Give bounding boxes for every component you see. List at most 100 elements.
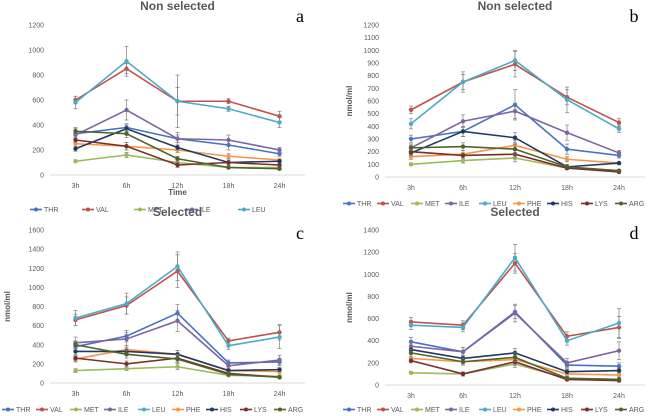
- data-point: [73, 368, 78, 373]
- data-point: [564, 376, 570, 381]
- data-point: [460, 349, 466, 354]
- data-point: [226, 137, 231, 143]
- x-tick-label: 18h: [223, 391, 235, 398]
- legend-swatch-marker: [517, 201, 521, 206]
- y-tick-label: 400: [367, 124, 379, 131]
- legend-swatch-marker: [381, 201, 385, 206]
- data-point: [564, 338, 570, 343]
- legend-swatch-marker: [142, 407, 146, 412]
- y-axis-label: nmol/ml: [345, 292, 354, 323]
- x-tick-label: 3h: [72, 391, 80, 398]
- y-tick-label: 700: [367, 86, 379, 93]
- data-point: [616, 363, 622, 369]
- x-tick-label: 6h: [459, 185, 467, 192]
- legend-swatch-marker: [585, 407, 589, 412]
- legend-swatch-marker: [210, 407, 214, 412]
- data-point: [124, 336, 129, 342]
- legend-swatch-marker: [483, 201, 487, 206]
- data-point: [408, 145, 414, 151]
- data-point: [460, 144, 466, 149]
- data-point: [73, 349, 78, 354]
- data-point: [460, 129, 466, 134]
- x-axis-label: Time: [168, 0, 187, 2]
- legend-swatch-marker: [449, 407, 453, 412]
- y-tick-label: 400: [32, 123, 44, 130]
- data-point: [277, 120, 282, 125]
- legend-swatch-marker: [483, 407, 487, 412]
- data-point: [512, 255, 518, 260]
- data-point: [408, 358, 414, 363]
- y-axis-label: nmol/ml: [3, 291, 12, 322]
- legend-swatch-marker: [40, 407, 44, 412]
- data-point: [512, 310, 518, 316]
- panel-letter: d: [630, 223, 639, 243]
- data-point: [616, 368, 622, 373]
- legend-label: LEU: [152, 407, 166, 414]
- x-tick-label: 24h: [613, 393, 625, 400]
- data-point: [175, 156, 180, 161]
- data-point: [564, 360, 570, 366]
- x-tick-label: 18h: [223, 183, 235, 190]
- data-point: [73, 129, 78, 134]
- data-point: [460, 359, 466, 364]
- legend-swatch-marker: [74, 407, 78, 412]
- legend-label: ILE: [459, 201, 470, 208]
- data-point: [460, 79, 466, 85]
- data-point: [277, 162, 282, 168]
- data-point: [460, 371, 466, 377]
- data-point: [408, 323, 414, 328]
- y-tick-label: 200: [367, 149, 379, 156]
- series-line: [410, 261, 620, 338]
- data-point: [175, 162, 180, 168]
- data-point: [277, 334, 282, 340]
- series-lys: [73, 137, 282, 168]
- legend-swatch-marker: [551, 407, 555, 412]
- x-tick-label: 3h: [72, 183, 80, 190]
- legend-label: PHE: [186, 407, 201, 414]
- data-point: [460, 325, 466, 330]
- legend-label: THR: [357, 201, 371, 208]
- legend-swatch-marker: [415, 201, 419, 206]
- legend-swatch-marker: [585, 201, 589, 206]
- x-tick-label: 12h: [509, 185, 521, 192]
- data-point: [277, 166, 282, 171]
- data-point: [277, 147, 282, 153]
- data-point: [616, 160, 622, 166]
- data-point: [616, 320, 622, 326]
- data-point: [277, 159, 282, 164]
- data-point: [73, 342, 78, 347]
- x-tick-label: 24h: [274, 183, 286, 190]
- legend-label: LEU: [493, 201, 507, 208]
- data-point: [564, 146, 570, 152]
- legend-swatch-marker: [347, 407, 351, 412]
- legend-swatch-marker: [517, 407, 521, 412]
- data-point: [73, 315, 78, 321]
- legend-label: HIS: [220, 407, 232, 414]
- data-point: [124, 144, 129, 149]
- chart-title: Non selected: [478, 0, 553, 13]
- legend-label: LYS: [254, 407, 267, 414]
- data-point: [175, 364, 180, 369]
- y-tick-label: 1200: [363, 23, 379, 30]
- data-point: [124, 152, 129, 158]
- panel-letter: a: [296, 6, 304, 26]
- x-tick-label: 6h: [459, 393, 467, 400]
- legend-swatch-marker: [551, 201, 555, 206]
- data-point: [226, 343, 231, 348]
- data-point: [277, 357, 282, 363]
- legend-swatch-marker: [381, 407, 385, 412]
- y-tick-label: 300: [367, 137, 379, 144]
- data-point: [408, 136, 414, 142]
- legend-label: MET: [425, 201, 441, 208]
- data-point: [226, 99, 231, 104]
- legend-label: MET: [425, 407, 441, 414]
- chart-panel-a: Non selected a 0 200 400 600 800 1000 1200 3h 6h 12…: [28, 0, 305, 214]
- legend-label: ILE: [118, 407, 129, 414]
- data-point: [175, 356, 180, 362]
- series-arg: [408, 349, 622, 382]
- data-point: [564, 157, 570, 162]
- y-tick-label: 800: [367, 73, 379, 80]
- data-point: [175, 318, 180, 324]
- y-tick-label: 0: [40, 381, 44, 388]
